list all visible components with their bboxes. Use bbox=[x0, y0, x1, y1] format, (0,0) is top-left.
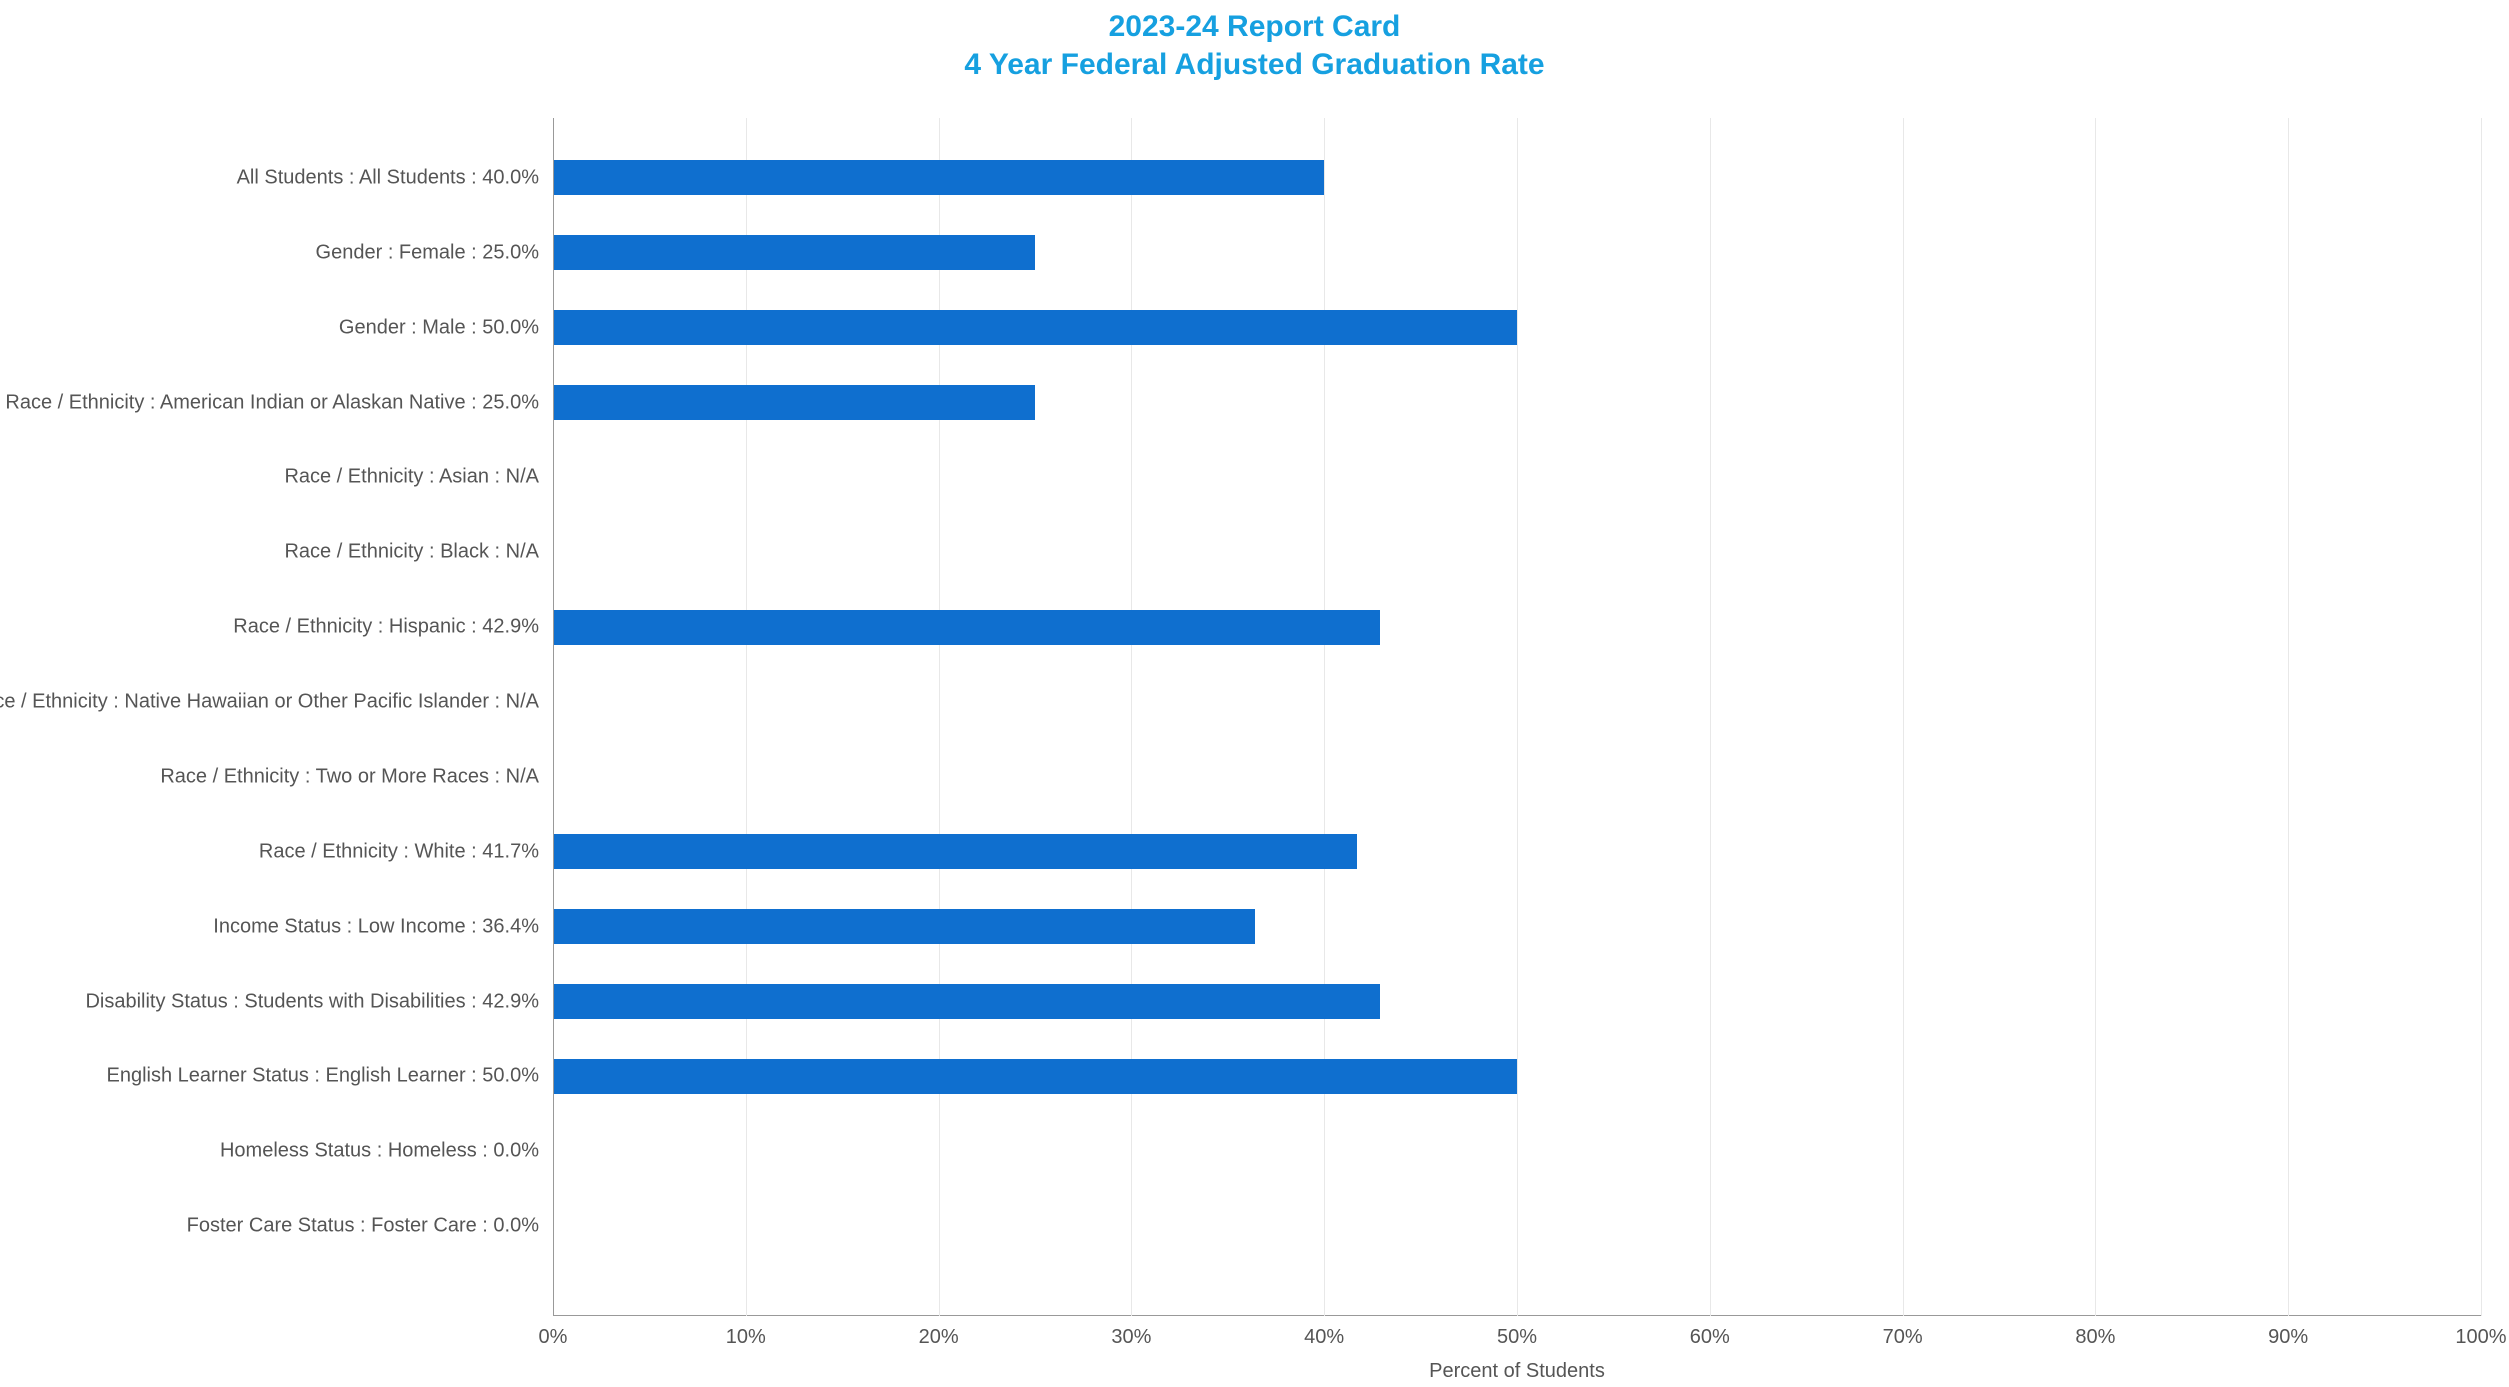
bar-row: Race / Ethnicity : Asian : N/A bbox=[553, 460, 2481, 495]
x-tick-label: 20% bbox=[919, 1326, 959, 1349]
x-tick-label: 0% bbox=[539, 1326, 568, 1349]
x-tick-label: 50% bbox=[1497, 1326, 1537, 1349]
category-label: English Learner Status : English Learner… bbox=[107, 1065, 553, 1088]
chart-title-line1: 2023-24 Report Card bbox=[0, 8, 2509, 46]
category-label: All Students : All Students : 40.0% bbox=[237, 166, 553, 189]
category-label: Race / Ethnicity : American Indian or Al… bbox=[5, 391, 553, 414]
bar bbox=[554, 610, 1380, 645]
bar-row: Race / Ethnicity : American Indian or Al… bbox=[553, 385, 2481, 420]
x-tick-label: 10% bbox=[726, 1326, 766, 1349]
category-label: Homeless Status : Homeless : 0.0% bbox=[220, 1140, 553, 1163]
x-tick-label: 70% bbox=[1883, 1326, 1923, 1349]
category-label: Gender : Female : 25.0% bbox=[316, 241, 553, 264]
category-label: Race / Ethnicity : White : 41.7% bbox=[259, 840, 553, 863]
bar bbox=[554, 984, 1380, 1019]
bar-row: All Students : All Students : 40.0% bbox=[553, 160, 2481, 195]
category-label: Race / Ethnicity : Hispanic : 42.9% bbox=[233, 616, 553, 639]
category-label: Disability Status : Students with Disabi… bbox=[85, 990, 553, 1013]
report-card-chart: 2023-24 Report Card 4 Year Federal Adjus… bbox=[0, 0, 2509, 1387]
x-tick-label: 30% bbox=[1111, 1326, 1151, 1349]
x-axis-title: Percent of Students bbox=[553, 1360, 2481, 1383]
chart-title: 2023-24 Report Card 4 Year Federal Adjus… bbox=[0, 8, 2509, 83]
category-label: Foster Care Status : Foster Care : 0.0% bbox=[187, 1215, 553, 1238]
category-label: Race / Ethnicity : Asian : N/A bbox=[284, 466, 553, 489]
x-tick-label: 60% bbox=[1690, 1326, 1730, 1349]
bar-row: English Learner Status : English Learner… bbox=[553, 1059, 2481, 1094]
category-label: Race / Ethnicity : Black : N/A bbox=[284, 541, 553, 564]
bar-row: Foster Care Status : Foster Care : 0.0% bbox=[553, 1209, 2481, 1244]
bar-row: Race / Ethnicity : Two or More Races : N… bbox=[553, 759, 2481, 794]
bar bbox=[554, 160, 1324, 195]
bar-row: Homeless Status : Homeless : 0.0% bbox=[553, 1134, 2481, 1169]
bar-row: Gender : Female : 25.0% bbox=[553, 235, 2481, 270]
bar-row: Gender : Male : 50.0% bbox=[553, 310, 2481, 345]
bar-row: Race / Ethnicity : White : 41.7% bbox=[553, 834, 2481, 869]
bar bbox=[554, 1059, 1517, 1094]
chart-title-line2: 4 Year Federal Adjusted Graduation Rate bbox=[0, 46, 2509, 84]
category-label: Income Status : Low Income : 36.4% bbox=[213, 915, 553, 938]
bar bbox=[554, 385, 1035, 420]
gridline bbox=[2481, 118, 2482, 1316]
bar bbox=[554, 909, 1255, 944]
category-label: Race / Ethnicity : Two or More Races : N… bbox=[160, 765, 553, 788]
bar bbox=[554, 235, 1035, 270]
x-tick-label: 90% bbox=[2268, 1326, 2308, 1349]
x-tick-label: 100% bbox=[2455, 1326, 2506, 1349]
bar-row: Income Status : Low Income : 36.4% bbox=[553, 909, 2481, 944]
x-tick-label: 80% bbox=[2075, 1326, 2115, 1349]
bar-row: Race / Ethnicity : Native Hawaiian or Ot… bbox=[553, 684, 2481, 719]
x-tick-label: 40% bbox=[1304, 1326, 1344, 1349]
plot-area: 0%10%20%30%40%50%60%70%80%90%100%All Stu… bbox=[553, 118, 2481, 1316]
category-label: Race / Ethnicity : Native Hawaiian or Ot… bbox=[0, 691, 553, 714]
bar bbox=[554, 834, 1357, 869]
bar bbox=[554, 310, 1517, 345]
bar-row: Disability Status : Students with Disabi… bbox=[553, 984, 2481, 1019]
category-label: Gender : Male : 50.0% bbox=[339, 316, 553, 339]
bar-row: Race / Ethnicity : Black : N/A bbox=[553, 535, 2481, 570]
bar-row: Race / Ethnicity : Hispanic : 42.9% bbox=[553, 610, 2481, 645]
